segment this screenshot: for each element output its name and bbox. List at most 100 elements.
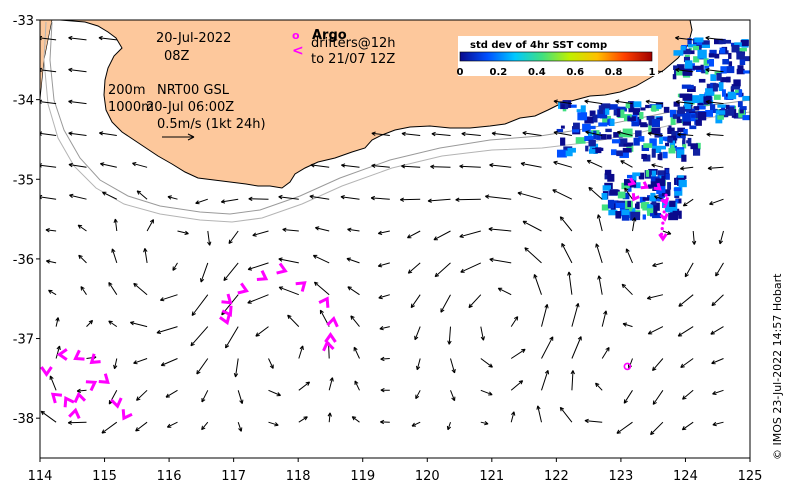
sst-cell (602, 185, 611, 191)
depth-1000-label: 1000m (108, 100, 154, 115)
sst-cell (665, 142, 670, 147)
sst-cell (616, 150, 623, 157)
current-arrow (541, 336, 554, 359)
sst-cell (695, 68, 702, 72)
current-arrow (68, 35, 87, 41)
drifter-chevron (89, 353, 101, 365)
sst-cell (670, 144, 675, 150)
current-arrow (567, 271, 573, 295)
current-arrow (347, 227, 360, 233)
sst-cell (639, 172, 645, 180)
current-arrow (707, 165, 724, 171)
sst-cell (720, 77, 731, 83)
current-arrow (680, 358, 694, 368)
sst-cell (697, 49, 707, 59)
sst-cell (649, 213, 655, 217)
current-arrow (68, 162, 87, 168)
sst-cell (682, 48, 691, 55)
sst-cell (584, 135, 594, 142)
sst-cell (633, 101, 642, 108)
sst-cell (698, 112, 707, 121)
sst-cell (657, 153, 663, 160)
sst-cell (645, 104, 650, 109)
current-arrow (616, 421, 633, 434)
x-tick-label: 122 (544, 469, 569, 484)
current-arrow (631, 217, 637, 232)
sst-cell (690, 143, 698, 150)
sst-cell (651, 105, 657, 112)
sst-cell (623, 179, 634, 186)
sst-cell (655, 178, 666, 187)
current-arrow (191, 294, 209, 316)
sst-cell (626, 174, 636, 179)
current-arrow (207, 230, 212, 246)
sst-cell (649, 207, 658, 216)
current-arrow (353, 346, 360, 359)
sst-cell (647, 206, 654, 216)
drifter-chevron (276, 262, 288, 275)
sst-cell (600, 134, 607, 140)
sst-cell (580, 105, 586, 115)
current-arrow (480, 421, 489, 426)
sst-cell (701, 69, 707, 74)
colorbar-tick-label: 0.6 (566, 67, 584, 78)
sst-cell (722, 58, 730, 65)
sst-cell (669, 140, 676, 149)
current-arrow (553, 130, 572, 136)
sst-cell (617, 109, 625, 119)
current-arrow (601, 310, 608, 327)
current-arrow (691, 230, 697, 245)
sst-cell (575, 137, 586, 144)
drifter-point (663, 199, 668, 203)
current-arrow (440, 294, 451, 313)
sst-cell (651, 127, 661, 134)
drifter-chevron (640, 181, 649, 190)
sst-cell (687, 44, 697, 48)
sst-cell (713, 94, 721, 100)
sst-cell (657, 170, 665, 178)
x-tick-label: 119 (350, 469, 375, 484)
current-arrow (553, 99, 572, 105)
drifter-chevron (660, 197, 670, 206)
sst-cell (693, 106, 700, 111)
current-arrow (647, 326, 664, 335)
current-arrow (78, 254, 87, 264)
sst-cell (651, 145, 662, 153)
sst-stddev-patches (556, 37, 750, 221)
depth-200-label: 200m (108, 83, 145, 98)
sst-cell (717, 115, 724, 120)
sst-cell (627, 185, 632, 192)
sst-cell (676, 116, 681, 123)
sst-cell (615, 211, 622, 219)
sst-cell (631, 119, 640, 127)
current-arrow (678, 294, 694, 307)
current-arrow (278, 194, 299, 200)
current-arrow (652, 390, 664, 405)
scale-label: 0.5m/s (1kt 24h) (157, 117, 266, 132)
sst-cell (645, 170, 650, 177)
current-arrow (108, 320, 118, 328)
sst-cell (608, 104, 618, 110)
drifter-chevron (295, 281, 307, 292)
drifter-legend-label-1: drifters@12h (311, 36, 396, 51)
sst-cell (691, 95, 700, 104)
sst-cell (607, 199, 615, 209)
current-arrow (491, 131, 512, 136)
current-arrow (310, 163, 330, 168)
current-arrow (455, 197, 481, 202)
sst-cell (635, 130, 642, 138)
sst-cell (706, 59, 711, 64)
sst-cell (619, 152, 629, 158)
sst-cell (709, 104, 716, 113)
x-tick-label: 117 (221, 469, 246, 484)
current-arrow (45, 228, 57, 233)
current-arrow (447, 326, 452, 345)
current-arrow (228, 230, 239, 245)
y-tick-label: -34 (13, 94, 34, 109)
sst-cell (623, 143, 632, 147)
current-arrow (377, 262, 390, 268)
sst-cell (738, 89, 742, 98)
sst-cell (668, 212, 679, 221)
sst-cell (677, 127, 686, 133)
current-arrow (108, 281, 118, 295)
